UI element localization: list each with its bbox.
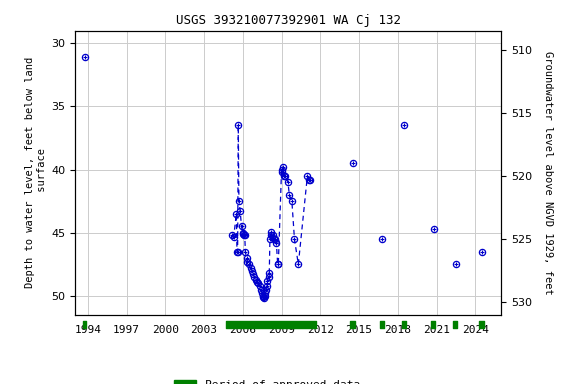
Y-axis label: Groundwater level above NGVD 1929, feet: Groundwater level above NGVD 1929, feet — [543, 51, 553, 295]
Y-axis label: Depth to water level, feet below land
 surface: Depth to water level, feet below land su… — [25, 57, 47, 288]
Legend: Period of approved data: Period of approved data — [169, 376, 364, 384]
Title: USGS 393210077392901 WA Cj 132: USGS 393210077392901 WA Cj 132 — [176, 14, 400, 27]
